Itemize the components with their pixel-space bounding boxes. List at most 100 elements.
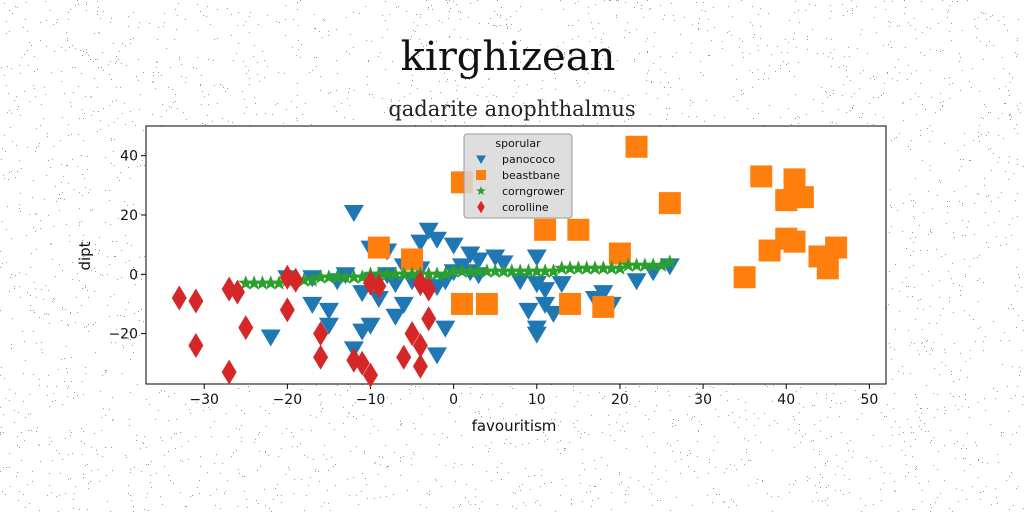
- x-tick-label: 10: [528, 392, 546, 408]
- data-point: [318, 302, 339, 320]
- data-point: [526, 326, 547, 344]
- legend-marker: [476, 155, 486, 164]
- data-point: [825, 236, 848, 259]
- data-point: [418, 222, 439, 240]
- legend-label: panococo: [502, 153, 555, 166]
- chart-subtitle: qadarite anophthalmus: [388, 97, 635, 121]
- data-point: [543, 305, 564, 323]
- data-point: [427, 231, 448, 249]
- data-point: [404, 266, 420, 281]
- data-point: [620, 257, 636, 272]
- data-point: [437, 266, 453, 281]
- legend-label: beastbane: [502, 169, 560, 182]
- data-point: [387, 266, 403, 281]
- y-tick-label: −20: [108, 327, 138, 343]
- data-point: [188, 288, 204, 314]
- x-axis-ticks: −30 −20 −10 0 10 20 30 40 50: [189, 384, 878, 408]
- data-point: [446, 263, 462, 278]
- x-tick-label: 30: [694, 392, 712, 408]
- data-point: [443, 237, 464, 255]
- data-point: [385, 308, 406, 326]
- data-point: [733, 266, 756, 289]
- x-tick-label: −30: [189, 392, 219, 408]
- data-point: [371, 266, 387, 281]
- data-point: [238, 275, 254, 290]
- axes-frame: [145, 125, 887, 385]
- data-point: [570, 260, 586, 275]
- data-point: [254, 275, 270, 290]
- data-point: [562, 260, 578, 275]
- data-point: [504, 263, 520, 278]
- data-point: [279, 297, 295, 323]
- data-point: [396, 344, 412, 370]
- data-point: [288, 267, 304, 293]
- data-point: [659, 258, 680, 276]
- data-point: [450, 292, 473, 315]
- y-tick-label: 20: [120, 208, 138, 224]
- legend: sporular panococo beastbane corngrower coro…: [463, 133, 573, 219]
- data-point: [468, 252, 489, 270]
- legend-marker: [476, 186, 486, 195]
- x-tick-label: 40: [777, 392, 795, 408]
- data-point: [343, 205, 364, 222]
- x-tick-label: 50: [860, 392, 878, 408]
- x-tick-label: 0: [449, 392, 458, 408]
- data-point: [337, 269, 354, 284]
- data-point: [371, 273, 387, 299]
- series-beastbane: [367, 135, 848, 318]
- data-point: [510, 273, 531, 291]
- legend-box: [463, 133, 573, 219]
- data-point: [512, 263, 528, 278]
- data-point: [462, 263, 478, 278]
- data-point: [354, 350, 370, 376]
- data-point: [526, 249, 547, 267]
- data-point: [313, 344, 329, 370]
- data-point: [662, 254, 678, 269]
- data-point: [329, 269, 345, 284]
- y-tick-label: 0: [129, 267, 138, 283]
- data-point: [612, 260, 628, 275]
- data-point: [238, 315, 254, 341]
- x-tick-label: −10: [356, 392, 386, 408]
- data-point: [758, 239, 781, 262]
- data-point: [302, 296, 323, 314]
- data-point: [653, 257, 670, 272]
- data-point: [608, 242, 631, 265]
- data-point: [313, 269, 329, 284]
- y-axis-ticks: −20 0 20 40: [108, 149, 146, 343]
- data-point: [296, 272, 312, 287]
- legend-label: corngrower: [502, 185, 565, 198]
- data-point: [263, 275, 279, 290]
- data-point: [379, 266, 395, 281]
- data-point: [435, 320, 456, 338]
- data-point: [520, 263, 537, 278]
- data-point: [816, 257, 839, 280]
- data-point: [559, 292, 582, 315]
- data-point: [221, 359, 237, 385]
- data-point: [629, 257, 645, 272]
- chart-title: kirghizean: [401, 34, 616, 80]
- data-point: [354, 269, 370, 284]
- data-point: [645, 257, 661, 272]
- data-point: [260, 329, 281, 347]
- data-point: [587, 260, 603, 275]
- data-point: [551, 276, 572, 294]
- data-point: [352, 323, 373, 341]
- data-point: [475, 292, 498, 315]
- series-corolline: [171, 264, 437, 388]
- data-point: [775, 189, 798, 212]
- data-point: [404, 321, 420, 347]
- data-point: [385, 276, 406, 294]
- data-point: [775, 227, 798, 250]
- data-point: [410, 234, 431, 252]
- data-point: [529, 263, 545, 278]
- data-point: [321, 269, 337, 284]
- data-point: [318, 317, 339, 335]
- data-point: [567, 218, 590, 241]
- data-point: [421, 266, 437, 281]
- data-point: [625, 135, 648, 158]
- data-point: [487, 263, 503, 278]
- data-point: [429, 266, 445, 281]
- data-point: [188, 332, 204, 358]
